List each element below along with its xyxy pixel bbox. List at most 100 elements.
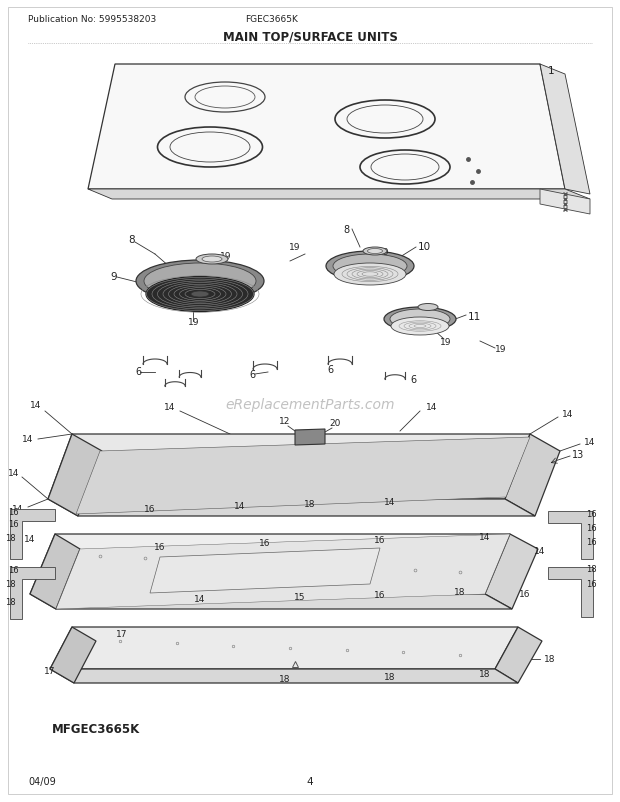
Text: 18: 18 — [279, 674, 291, 683]
Text: 16: 16 — [374, 591, 386, 600]
Text: 17: 17 — [44, 666, 56, 675]
Text: 18: 18 — [384, 673, 396, 682]
Text: 18: 18 — [5, 533, 16, 542]
Text: 18: 18 — [544, 654, 556, 664]
Text: 14: 14 — [584, 438, 596, 447]
Text: 15: 15 — [294, 593, 306, 602]
Ellipse shape — [136, 261, 264, 302]
Text: 14: 14 — [8, 469, 20, 478]
Text: 04/09: 04/09 — [28, 776, 56, 786]
Ellipse shape — [144, 264, 256, 300]
Text: 6: 6 — [135, 367, 141, 376]
Text: 14: 14 — [479, 533, 490, 542]
Text: 14: 14 — [164, 403, 175, 412]
Polygon shape — [30, 594, 512, 610]
Text: 4: 4 — [307, 776, 313, 786]
Polygon shape — [540, 65, 590, 195]
Text: eReplacementParts.com: eReplacementParts.com — [225, 398, 395, 411]
Polygon shape — [88, 190, 590, 200]
Ellipse shape — [326, 252, 414, 282]
Polygon shape — [48, 500, 535, 516]
Text: 11: 11 — [468, 312, 481, 322]
Text: 14: 14 — [534, 547, 546, 556]
Polygon shape — [88, 65, 565, 190]
Text: 16: 16 — [587, 579, 597, 588]
Text: 16: 16 — [587, 537, 597, 546]
Polygon shape — [505, 435, 560, 516]
Text: 14: 14 — [562, 410, 574, 419]
Ellipse shape — [334, 264, 406, 286]
Text: 20: 20 — [329, 419, 340, 428]
Polygon shape — [30, 534, 80, 610]
Text: 8: 8 — [128, 235, 135, 245]
Polygon shape — [548, 512, 593, 559]
Text: 16: 16 — [259, 539, 271, 548]
Text: 6: 6 — [249, 370, 255, 379]
Text: 8: 8 — [344, 225, 350, 235]
Ellipse shape — [333, 255, 407, 278]
Text: 19: 19 — [290, 243, 301, 252]
Text: 14: 14 — [384, 498, 396, 507]
Text: 14: 14 — [24, 535, 36, 544]
Text: 1: 1 — [548, 66, 555, 76]
Text: MFGEC3665K: MFGEC3665K — [52, 723, 140, 735]
Text: 6: 6 — [327, 365, 333, 375]
Polygon shape — [50, 669, 518, 683]
Ellipse shape — [196, 255, 228, 265]
Text: 9: 9 — [110, 272, 117, 282]
Text: 12: 12 — [280, 417, 291, 426]
Ellipse shape — [390, 310, 450, 330]
Text: 14: 14 — [427, 403, 438, 412]
Polygon shape — [50, 627, 518, 669]
Text: 14: 14 — [234, 502, 246, 511]
Polygon shape — [56, 534, 510, 610]
Text: 18: 18 — [454, 588, 466, 597]
Polygon shape — [295, 429, 325, 445]
Polygon shape — [495, 627, 542, 683]
Polygon shape — [485, 534, 538, 610]
Polygon shape — [30, 534, 510, 594]
Text: 16: 16 — [374, 536, 386, 545]
Ellipse shape — [384, 308, 456, 331]
Text: 17: 17 — [117, 630, 128, 638]
Text: 14: 14 — [22, 435, 33, 444]
Text: MAIN TOP/SURFACE UNITS: MAIN TOP/SURFACE UNITS — [223, 30, 397, 43]
Text: 16: 16 — [8, 565, 19, 574]
Ellipse shape — [202, 257, 222, 263]
Ellipse shape — [146, 277, 254, 312]
Text: 16: 16 — [144, 505, 156, 514]
Ellipse shape — [363, 248, 387, 256]
Text: 18: 18 — [5, 597, 16, 606]
Text: 16: 16 — [519, 589, 531, 599]
Text: 18: 18 — [5, 579, 16, 588]
Ellipse shape — [418, 304, 438, 311]
Text: 19: 19 — [220, 252, 231, 261]
Polygon shape — [76, 437, 530, 514]
Text: 16: 16 — [154, 543, 166, 552]
Text: 19: 19 — [188, 318, 200, 326]
Polygon shape — [48, 435, 102, 516]
Polygon shape — [548, 567, 593, 618]
Polygon shape — [10, 567, 55, 619]
Text: 19: 19 — [495, 345, 507, 354]
Polygon shape — [50, 627, 96, 683]
Ellipse shape — [368, 249, 383, 254]
Text: 16: 16 — [587, 524, 597, 533]
Text: 14: 14 — [30, 401, 42, 410]
Text: 18: 18 — [479, 670, 490, 678]
Polygon shape — [150, 549, 380, 593]
Text: 6: 6 — [410, 375, 416, 384]
Polygon shape — [10, 509, 55, 559]
Text: 18: 18 — [587, 565, 597, 573]
Text: 16: 16 — [587, 509, 597, 518]
Text: 14: 14 — [12, 505, 24, 514]
Text: 10: 10 — [418, 241, 431, 252]
Text: 14: 14 — [194, 595, 206, 604]
Text: 16: 16 — [8, 508, 19, 516]
Text: 13: 13 — [572, 449, 584, 460]
Text: 16: 16 — [8, 520, 19, 529]
Text: 19: 19 — [440, 338, 451, 346]
Polygon shape — [48, 435, 530, 500]
Text: Publication No: 5995538203: Publication No: 5995538203 — [28, 15, 156, 24]
Text: FGEC3665K: FGEC3665K — [245, 15, 298, 24]
